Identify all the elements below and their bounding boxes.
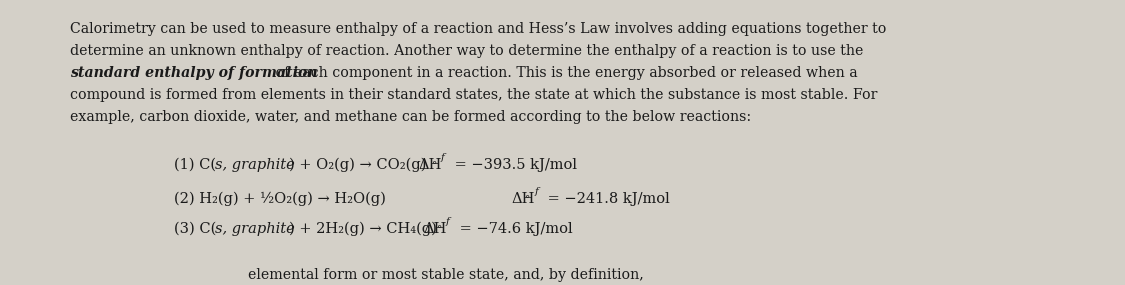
Text: °: ° [525,195,531,204]
Text: (3) C(: (3) C( [174,222,217,236]
Text: °: ° [432,161,438,170]
Text: s, graphite: s, graphite [215,222,295,236]
Text: compound is formed from elements in their standard states, the state at which th: compound is formed from elements in thei… [70,88,878,102]
Text: f: f [441,153,444,162]
Text: standard enthalpy of formation: standard enthalpy of formation [70,66,317,80]
Text: ΔH: ΔH [423,222,447,236]
Text: = −74.6 kJ/mol: = −74.6 kJ/mol [455,222,573,236]
Text: ) + 2H₂(g) → CH₄(g): ) + 2H₂(g) → CH₄(g) [289,222,436,236]
Text: elemental form or most stable state, and, by definition,: elemental form or most stable state, and… [248,268,644,282]
Text: Calorimetry can be used to measure enthalpy of a reaction and Hess’s Law involve: Calorimetry can be used to measure entha… [70,22,886,36]
Text: f: f [446,217,449,226]
Text: f: f [534,187,538,196]
Text: example, carbon dioxide, water, and methane can be formed according to the below: example, carbon dioxide, water, and meth… [70,110,752,124]
Text: °: ° [436,225,442,234]
Text: ) + O₂(g) → CO₂(g): ) + O₂(g) → CO₂(g) [289,158,426,172]
Text: ΔH: ΔH [418,158,442,172]
Text: s, graphite: s, graphite [215,158,295,172]
Text: = −241.8 kJ/mol: = −241.8 kJ/mol [543,192,670,206]
Text: of each component in a reaction. This is the energy absorbed or released when a: of each component in a reaction. This is… [271,66,857,80]
Text: ΔH: ΔH [512,192,536,206]
Text: (1) C(: (1) C( [174,158,216,172]
Text: = −393.5 kJ/mol: = −393.5 kJ/mol [450,158,577,172]
Text: (2) H₂(g) + ½O₂(g) → H₂O(g): (2) H₂(g) + ½O₂(g) → H₂O(g) [174,192,386,206]
Text: determine an unknown enthalpy of reaction. Another way to determine the enthalpy: determine an unknown enthalpy of reactio… [70,44,863,58]
